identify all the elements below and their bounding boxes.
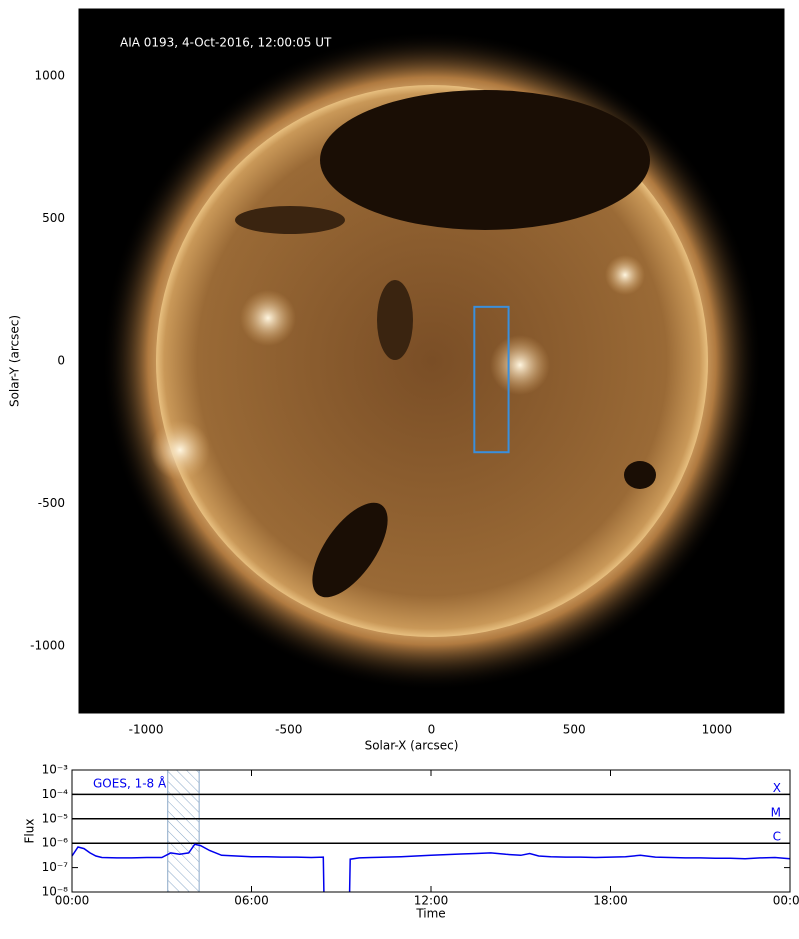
y-tick-label: 10⁻³	[42, 763, 69, 777]
x-tick-label: -500	[275, 723, 302, 737]
x-tick-label: -1000	[129, 723, 164, 737]
y-tick-label: -1000	[30, 639, 65, 653]
y-axis-label: Flux	[23, 819, 37, 844]
x-tick-label: 500	[563, 723, 586, 737]
y-tick-label: 10⁻⁴	[42, 787, 69, 801]
region-box	[473, 305, 510, 454]
x-axis-label: Solar-X (arcsec)	[365, 739, 459, 753]
y-tick-label: 10⁻⁶	[42, 836, 69, 850]
y-tick-label: 0	[57, 354, 65, 368]
x-tick-label: 12:00	[414, 894, 449, 908]
shaded-interval	[167, 769, 200, 893]
level-label: M	[771, 805, 781, 819]
solar-image	[79, 9, 784, 713]
y-tick-label: -500	[38, 496, 65, 510]
x-axis-label: Time	[415, 907, 445, 921]
x-tick-label: 00:00	[55, 894, 90, 908]
level-label: C	[773, 830, 781, 844]
x-tick-label: 06:00	[234, 894, 269, 908]
level-label: X	[773, 781, 781, 795]
y-axis-label: Solar-Y (arcsec)	[8, 315, 22, 407]
x-tick-label: 0	[428, 723, 436, 737]
series-line	[71, 843, 791, 893]
y-tick-label: 10⁻⁸	[42, 885, 69, 899]
legend-label: GOES, 1-8 Å	[93, 776, 167, 791]
y-tick-label: 10⁻⁵	[42, 811, 69, 825]
chart-title: AIA 0193, 4-Oct-2016, 12:00:05 UT	[120, 36, 332, 50]
y-tick-label: 1000	[34, 68, 65, 82]
x-tick-label: 00:00	[773, 894, 799, 908]
y-tick-label: 500	[42, 211, 65, 225]
x-tick-label: 18:00	[593, 894, 628, 908]
y-tick-label: 10⁻⁷	[42, 860, 69, 874]
x-tick-label: 1000	[702, 723, 733, 737]
